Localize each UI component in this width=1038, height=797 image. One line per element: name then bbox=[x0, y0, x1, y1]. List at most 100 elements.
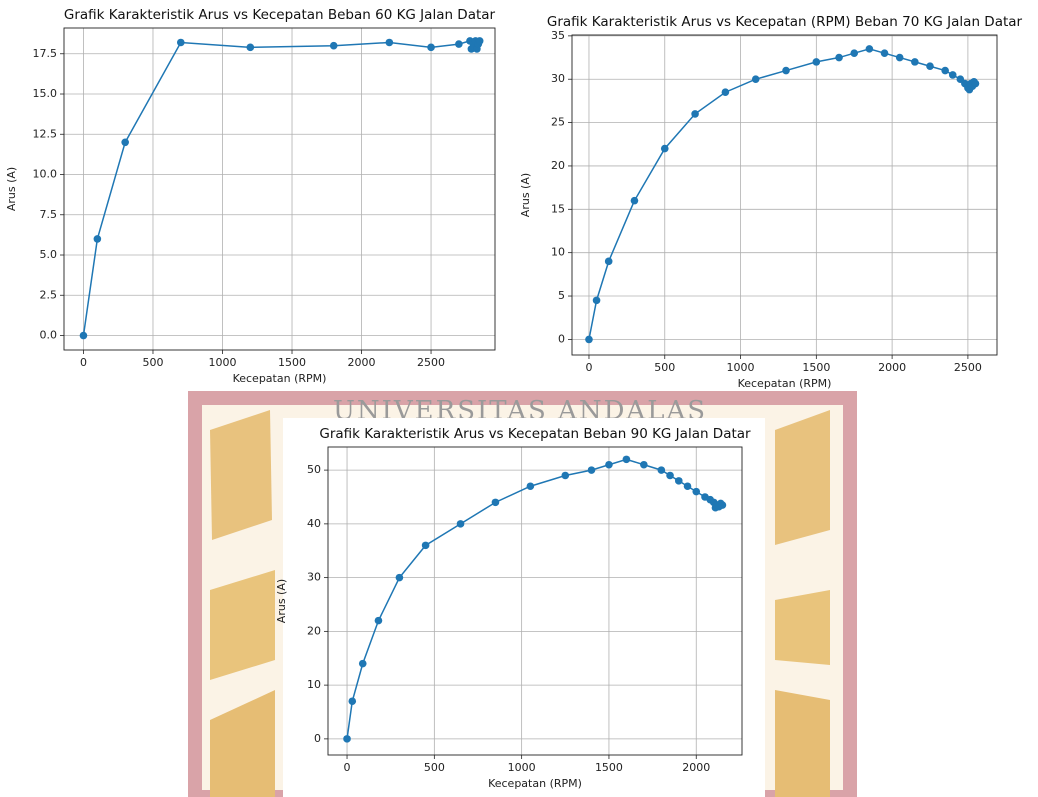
x-tick-label: 2000 bbox=[682, 761, 710, 774]
data-point bbox=[585, 335, 593, 344]
y-tick-label: 10 bbox=[551, 246, 565, 259]
data-point bbox=[605, 460, 613, 469]
data-point bbox=[660, 144, 669, 153]
x-tick-label: 500 bbox=[142, 356, 163, 369]
data-point bbox=[721, 88, 730, 97]
y-axis-label: Arus (A) bbox=[519, 173, 532, 217]
data-point bbox=[718, 501, 727, 509]
watermark-shape bbox=[775, 690, 830, 797]
y-tick-label: 20 bbox=[307, 624, 321, 637]
data-point bbox=[79, 331, 88, 340]
data-point bbox=[683, 482, 692, 491]
chart: 0 500 1000 1500 2000 0 10 20 30 40 50 Grafik Karakt… bbox=[275, 426, 751, 790]
watermark-shape bbox=[775, 590, 830, 665]
y-tick-label: 5.0 bbox=[40, 248, 58, 261]
plot-frame bbox=[63, 27, 496, 351]
data-point bbox=[592, 296, 601, 305]
chart-title: Grafik Karakteristik Arus vs Kecepatan B… bbox=[319, 426, 751, 442]
data-point bbox=[604, 257, 613, 266]
chart: 0 500 1000 1500 2000 2500 0 5 10 15 20 25 30 35Grafik… bbox=[519, 14, 1023, 390]
data-point bbox=[691, 110, 699, 118]
data-point bbox=[475, 37, 484, 45]
chart-background bbox=[283, 418, 765, 797]
data-point bbox=[121, 138, 129, 147]
x-axis-label: Kecepatan (RPM) bbox=[488, 777, 582, 790]
data-point bbox=[421, 541, 430, 550]
data-point bbox=[246, 43, 255, 52]
x-tick-label: 0 bbox=[585, 361, 592, 374]
chart: 0 500 1000 1500 2000 2500 0.0 2.5 5.0 7.5 10.0 12.5… bbox=[5, 7, 496, 385]
data-point bbox=[640, 460, 648, 469]
data-point bbox=[176, 38, 185, 47]
y-tick-label: 15 bbox=[551, 202, 565, 215]
data-point bbox=[948, 71, 957, 79]
y-tick-label: 0.0 bbox=[40, 329, 58, 342]
plot-frame bbox=[327, 446, 743, 756]
data-point bbox=[491, 498, 500, 507]
data-point bbox=[526, 482, 535, 491]
data-point bbox=[926, 62, 934, 71]
plot-frame bbox=[571, 34, 998, 356]
y-tick-label: 17.5 bbox=[33, 47, 58, 60]
y-tick-label: 5 bbox=[558, 289, 565, 302]
data-point bbox=[456, 520, 465, 528]
y-tick-label: 30 bbox=[307, 571, 321, 584]
data-point bbox=[666, 471, 674, 480]
x-tick-label: 2000 bbox=[878, 361, 906, 374]
y-tick-label: 0 bbox=[314, 732, 321, 745]
y-tick-label: 15.0 bbox=[33, 87, 58, 100]
x-tick-label: 0 bbox=[344, 761, 351, 774]
data-point bbox=[427, 43, 435, 52]
y-tick-label: 30 bbox=[551, 72, 565, 85]
data-point bbox=[850, 49, 859, 58]
data-point bbox=[895, 53, 904, 62]
x-tick-label: 500 bbox=[654, 361, 675, 374]
data-point bbox=[385, 38, 394, 47]
y-tick-label: 0 bbox=[558, 332, 565, 345]
x-tick-label: 1000 bbox=[508, 761, 536, 774]
data-point bbox=[657, 466, 666, 474]
x-tick-label: 2500 bbox=[954, 361, 982, 374]
x-tick-label: 1500 bbox=[278, 356, 306, 369]
data-point bbox=[343, 735, 351, 743]
y-tick-label: 25 bbox=[551, 116, 565, 129]
y-tick-label: 12.5 bbox=[33, 127, 58, 140]
x-tick-label: 1500 bbox=[802, 361, 830, 374]
x-axis-label: Kecepatan (RPM) bbox=[233, 372, 327, 385]
watermark-shape bbox=[210, 570, 275, 680]
data-point bbox=[374, 616, 383, 625]
y-tick-label: 40 bbox=[307, 517, 321, 530]
x-tick-label: 1000 bbox=[208, 356, 236, 369]
x-tick-label: 0 bbox=[80, 356, 87, 369]
data-point bbox=[835, 53, 843, 62]
x-tick-label: 500 bbox=[424, 761, 445, 774]
data-point bbox=[751, 75, 760, 84]
data-point bbox=[812, 58, 821, 66]
data-point bbox=[782, 66, 790, 75]
data-point bbox=[329, 41, 338, 50]
data-point bbox=[622, 455, 631, 464]
y-tick-label: 2.5 bbox=[40, 288, 58, 301]
y-tick-label: 35 bbox=[551, 29, 565, 42]
x-axis-label: Kecepatan (RPM) bbox=[738, 377, 832, 390]
x-tick-label: 1500 bbox=[595, 761, 623, 774]
data-point bbox=[911, 58, 919, 66]
y-axis-label: Arus (A) bbox=[275, 579, 288, 623]
data-point bbox=[865, 45, 874, 53]
y-tick-label: 20 bbox=[551, 159, 565, 172]
y-tick-label: 10 bbox=[307, 678, 321, 691]
x-tick-label: 2500 bbox=[417, 356, 445, 369]
x-tick-label: 2000 bbox=[348, 356, 376, 369]
data-point bbox=[692, 487, 701, 496]
watermark-shape bbox=[775, 410, 830, 545]
y-tick-label: 7.5 bbox=[40, 208, 58, 221]
y-tick-label: 10.0 bbox=[33, 168, 58, 181]
y-tick-label: 50 bbox=[307, 463, 321, 476]
data-point bbox=[358, 659, 367, 668]
y-axis-label: Arus (A) bbox=[5, 167, 18, 211]
data-point bbox=[561, 471, 570, 480]
watermark-shape bbox=[210, 690, 275, 797]
data-point bbox=[93, 235, 102, 243]
